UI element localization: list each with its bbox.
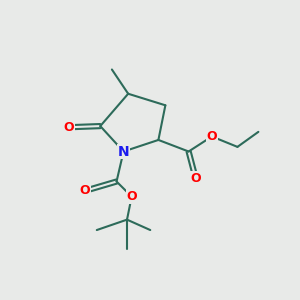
Text: O: O: [126, 190, 137, 203]
Text: O: O: [80, 184, 91, 197]
Text: O: O: [190, 172, 201, 184]
Text: O: O: [207, 130, 217, 143]
Text: O: O: [64, 121, 74, 134]
Text: N: N: [118, 145, 129, 158]
